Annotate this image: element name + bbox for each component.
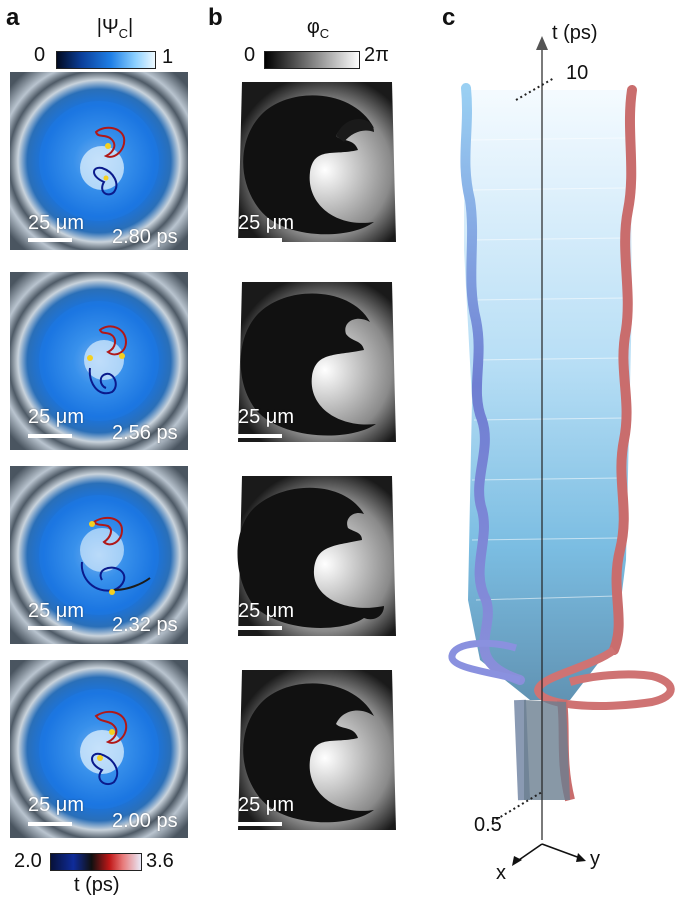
amplitude-frame-3 (10, 466, 188, 644)
phase-colorbar (264, 51, 360, 69)
amplitude-frame-4 (10, 660, 188, 838)
phase-colorbar-min: 0 (244, 44, 256, 66)
time-label: 2.80 ps (112, 226, 178, 248)
phase-frame-2 (224, 272, 404, 450)
time-colorbar (50, 853, 142, 871)
scale-label: 25 μm (28, 406, 84, 428)
phase-frame-1 (224, 72, 404, 250)
time-label: 2.56 ps (112, 422, 178, 444)
t-axis-label: t (ps) (552, 22, 598, 44)
time-colorbar-label: t (ps) (74, 874, 120, 896)
t-tick-bottom: 0.5 (474, 814, 502, 836)
phase-frame-4 (224, 660, 404, 838)
scale-bar (28, 822, 72, 826)
panel-label-c: c (442, 4, 456, 31)
scale-bar (28, 626, 72, 630)
time-label: 2.00 ps (112, 810, 178, 832)
panel-label-a: a (6, 4, 20, 31)
scale-label: 25 μm (238, 406, 294, 428)
scale-bar (238, 434, 282, 438)
phase-colorbar-max: 2π (364, 44, 389, 66)
scale-label: 25 μm (28, 794, 84, 816)
time-colorbar-max: 3.6 (146, 850, 174, 872)
scale-label: 25 μm (238, 212, 294, 234)
scale-label: 25 μm (238, 600, 294, 622)
phase-colorbar-title: φC (306, 16, 330, 41)
y-axis-label: y (590, 848, 600, 870)
scale-label: 25 μm (28, 600, 84, 622)
scale-bar (238, 626, 282, 630)
scale-bar (238, 238, 282, 242)
scale-bar (28, 434, 72, 438)
scale-label: 25 μm (238, 794, 294, 816)
amplitude-colorbar (56, 51, 156, 69)
time-label: 2.32 ps (112, 614, 178, 636)
amplitude-frame-1 (10, 72, 188, 250)
x-axis-label: x (496, 862, 506, 884)
amplitude-colorbar-min: 0 (34, 44, 46, 66)
scale-label: 25 μm (28, 212, 84, 234)
panel-label-b: b (208, 4, 223, 31)
scale-bar (28, 238, 72, 242)
vortex-trajectory-3d (420, 0, 676, 900)
t-tick-top: 10 (566, 62, 589, 84)
amplitude-colorbar-max: 1 (162, 46, 174, 68)
phase-frame-3 (224, 466, 404, 644)
amplitude-colorbar-title: |ΨC| (96, 16, 134, 41)
scale-bar (238, 822, 282, 826)
amplitude-frame-2 (10, 272, 188, 450)
time-colorbar-min: 2.0 (14, 850, 42, 872)
